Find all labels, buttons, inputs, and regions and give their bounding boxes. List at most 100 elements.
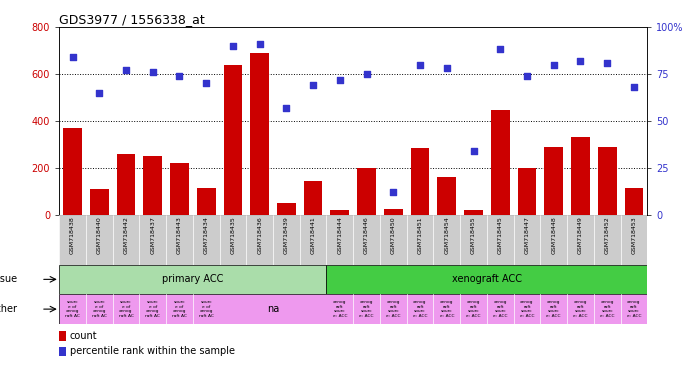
Bar: [59, 331, 66, 341]
Bar: [571, 137, 590, 215]
Point: [120, 67, 132, 73]
Point: [94, 90, 105, 96]
Bar: [544, 147, 563, 215]
Bar: [326, 265, 647, 294]
Point: [575, 58, 586, 64]
Point: [334, 76, 345, 83]
Text: GSM718443: GSM718443: [177, 217, 182, 255]
Bar: [326, 215, 354, 265]
Text: xenog
raft
sourc
e: ACC: xenog raft sourc e: ACC: [466, 300, 481, 318]
Text: GSM718448: GSM718448: [551, 217, 556, 254]
Point: [628, 84, 640, 90]
Point: [67, 54, 78, 60]
Point: [280, 105, 292, 111]
Bar: [251, 53, 269, 215]
Text: GSM718452: GSM718452: [605, 217, 610, 254]
Bar: [540, 215, 567, 265]
Bar: [460, 215, 487, 265]
Bar: [113, 215, 139, 265]
Point: [601, 60, 612, 66]
Text: xenog
raft
sourc
e: ACC: xenog raft sourc e: ACC: [600, 300, 615, 318]
Text: GSM718447: GSM718447: [525, 217, 530, 255]
Text: tissue: tissue: [0, 274, 17, 285]
Bar: [143, 156, 162, 215]
Text: xenog
raft
sourc
e: ACC: xenog raft sourc e: ACC: [626, 300, 641, 318]
Text: sourc
e of
xenog
raft AC: sourc e of xenog raft AC: [199, 300, 214, 318]
Point: [548, 61, 560, 68]
Bar: [567, 215, 594, 265]
Bar: [300, 215, 326, 265]
Text: GSM718439: GSM718439: [284, 217, 289, 255]
Text: GSM718446: GSM718446: [364, 217, 369, 254]
Bar: [139, 215, 166, 265]
Bar: [197, 188, 216, 215]
Text: GSM718440: GSM718440: [97, 217, 102, 254]
Bar: [624, 188, 643, 215]
Bar: [117, 154, 135, 215]
Text: GSM718445: GSM718445: [498, 217, 503, 254]
Point: [468, 148, 479, 154]
Text: GSM718450: GSM718450: [391, 217, 396, 254]
Text: xenog
raft
sourc
e: ACC: xenog raft sourc e: ACC: [546, 300, 561, 318]
Bar: [464, 210, 483, 215]
Point: [228, 43, 239, 49]
Text: GDS3977 / 1556338_at: GDS3977 / 1556338_at: [59, 13, 205, 26]
Text: count: count: [70, 331, 97, 341]
Bar: [354, 215, 380, 265]
Bar: [166, 215, 193, 265]
Text: other: other: [0, 304, 17, 314]
Bar: [246, 215, 273, 265]
Point: [388, 189, 399, 195]
Text: GSM718438: GSM718438: [70, 217, 75, 254]
Text: sourc
e of
xenog
raft AC: sourc e of xenog raft AC: [92, 300, 106, 318]
Text: GSM718449: GSM718449: [578, 217, 583, 255]
Text: sourc
e of
xenog
raft AC: sourc e of xenog raft AC: [118, 300, 134, 318]
Bar: [598, 147, 617, 215]
Text: sourc
e of
xenog
raft AC: sourc e of xenog raft AC: [65, 300, 80, 318]
Bar: [223, 65, 242, 215]
Text: xenog
raft
sourc
e: ACC: xenog raft sourc e: ACC: [493, 300, 507, 318]
Bar: [59, 265, 326, 294]
Text: xenog
raft
sourc
e: ACC: xenog raft sourc e: ACC: [333, 300, 347, 318]
Bar: [59, 347, 66, 356]
Point: [495, 46, 506, 53]
Bar: [90, 189, 109, 215]
Point: [254, 41, 265, 47]
Text: sourc
e of
xenog
raft AC: sourc e of xenog raft AC: [145, 300, 160, 318]
Point: [200, 80, 212, 86]
Text: GSM718454: GSM718454: [444, 217, 450, 254]
Bar: [357, 168, 376, 215]
Text: GSM718455: GSM718455: [471, 217, 476, 254]
Point: [147, 69, 158, 75]
Text: xenog
raft
sourc
e: ACC: xenog raft sourc e: ACC: [520, 300, 535, 318]
Bar: [621, 215, 647, 265]
Point: [521, 73, 532, 79]
Bar: [434, 215, 460, 265]
Point: [441, 65, 452, 71]
Bar: [219, 215, 246, 265]
Bar: [380, 215, 406, 265]
Bar: [86, 215, 113, 265]
Text: xenograft ACC: xenograft ACC: [452, 274, 522, 285]
Text: GSM718444: GSM718444: [338, 217, 342, 255]
Text: GSM718453: GSM718453: [631, 217, 636, 254]
Bar: [491, 110, 509, 215]
Text: xenog
raft
sourc
e: ACC: xenog raft sourc e: ACC: [440, 300, 454, 318]
Text: percentile rank within the sample: percentile rank within the sample: [70, 346, 235, 356]
Text: GSM718442: GSM718442: [123, 217, 129, 255]
Bar: [331, 210, 349, 215]
Bar: [411, 148, 429, 215]
Bar: [59, 215, 86, 265]
Bar: [487, 215, 514, 265]
Text: GSM718436: GSM718436: [257, 217, 262, 254]
Text: GSM718437: GSM718437: [150, 217, 155, 255]
Text: xenog
raft
sourc
e: ACC: xenog raft sourc e: ACC: [574, 300, 587, 318]
Text: sourc
e of
xenog
raft AC: sourc e of xenog raft AC: [172, 300, 187, 318]
Bar: [170, 163, 189, 215]
Bar: [384, 209, 403, 215]
Point: [308, 82, 319, 88]
Bar: [273, 215, 300, 265]
Bar: [63, 128, 82, 215]
Text: xenog
raft
sourc
e: ACC: xenog raft sourc e: ACC: [359, 300, 374, 318]
Text: GSM718441: GSM718441: [310, 217, 315, 254]
